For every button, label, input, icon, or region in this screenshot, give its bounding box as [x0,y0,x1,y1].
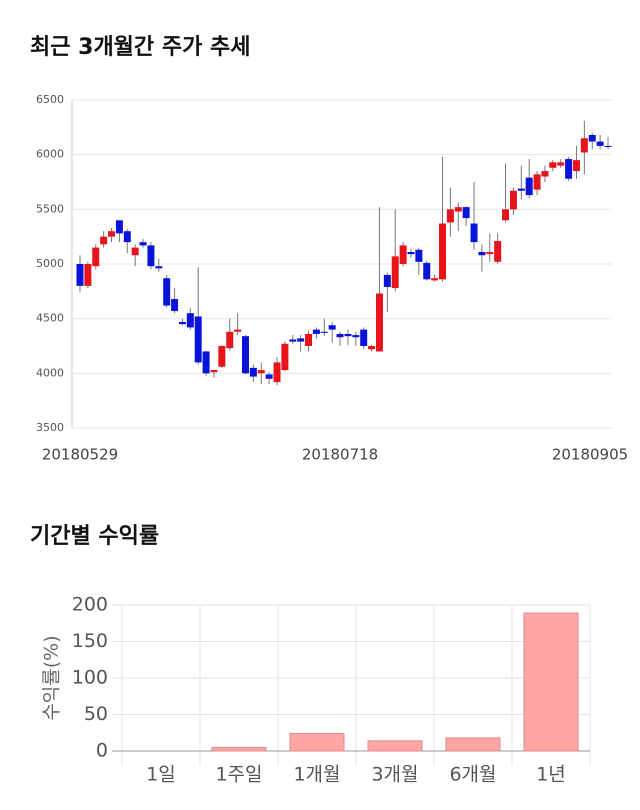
candle-body [439,223,447,280]
y-tick-label: 5000 [36,257,64,270]
candle-body [352,335,360,338]
x-tick-label: 1주일 [215,764,262,786]
y-tick-label: 6500 [36,93,64,106]
y-axis-label: 수익률(%) [41,635,63,720]
x-tick-label: 3개월 [371,764,418,786]
candle-body [462,207,470,219]
x-tick-label: 6개월 [449,764,496,786]
y-tick-label: 100 [72,667,108,689]
candle-body [588,134,596,142]
candle-body [446,209,454,223]
candle-body [123,231,131,243]
chart-title: 기간별 수익률 [30,524,159,549]
candle-body [604,145,612,148]
candle-body [171,298,179,312]
candle-body [234,329,242,332]
chart-title: 최근 3개월간 주가 추세 [30,35,250,60]
candle-body [100,236,108,245]
y-tick-label: 4500 [36,312,64,325]
x-tick-label: 20180718 [302,446,378,464]
x-tick-label: 1개월 [293,764,340,786]
candle-body [423,262,431,280]
y-tick-label: 50 [84,703,108,725]
candle-body [336,333,344,338]
candle-body [344,333,352,337]
candle-body [115,220,123,234]
candle-body [549,162,557,168]
candle-body [76,264,84,286]
candle-body [375,293,383,352]
candle-body [517,188,525,191]
candle-body [218,346,226,367]
candle-body [368,346,376,350]
candle-body [596,141,604,146]
candle-body [431,278,439,281]
candle-body [194,316,202,363]
candle-body [580,138,588,153]
candle-body [320,331,328,333]
y-tick-label: 4000 [36,366,64,379]
candle-body [155,266,163,269]
bar [445,737,501,752]
candle-body [494,241,502,262]
candle-body [186,313,194,328]
candle-body [415,249,423,262]
candle-body [572,160,580,172]
bar [523,612,579,752]
candle-body [241,336,249,374]
y-tick-label: 3500 [36,421,64,434]
x-tick-label: 20180529 [42,446,118,464]
candle-body [383,274,391,287]
candle-body [328,325,336,330]
bar [367,740,423,752]
candle-body [289,339,297,342]
candle-body [525,177,533,196]
candle-body [226,331,234,349]
candle-body [454,207,462,212]
candle-body [360,329,368,346]
x-tick-label: 1일 [146,764,176,786]
candle-body [202,351,210,374]
y-tick-label: 0 [96,740,108,762]
candle-body [407,251,415,255]
candle-body [541,171,549,177]
candle-body [84,264,92,286]
candle-body [509,190,517,210]
y-tick-label: 5500 [36,202,64,215]
candle-body [257,370,265,374]
bar [211,746,267,752]
bar [289,732,345,752]
y-tick-label: 200 [72,594,108,616]
y-tick-label: 6000 [36,148,64,161]
candle-body [210,370,218,373]
candle-body [305,333,313,346]
candle-body [249,367,257,377]
candle-body [178,321,186,325]
candle-body [281,343,289,371]
candle-body [131,247,139,256]
candle-body [139,242,147,246]
candle-body [273,362,281,383]
candle-body [297,338,305,342]
candle-body [565,159,573,179]
candle-body [92,247,100,267]
candle-body [502,209,510,221]
candle-body [163,278,171,306]
candle-body [486,251,494,255]
candle-body [470,223,478,243]
candle-body [533,174,541,190]
candle-body [478,251,486,256]
candle-body [557,162,565,166]
x-tick-label: 20180905 [552,446,628,464]
candle-body [391,256,399,289]
candle-body [399,245,407,264]
candle-body [147,245,155,267]
candle-body [265,374,273,379]
x-tick-label: 1년 [536,764,566,786]
y-tick-label: 150 [72,630,108,652]
candle-body [108,231,116,237]
candle-body [312,329,320,334]
